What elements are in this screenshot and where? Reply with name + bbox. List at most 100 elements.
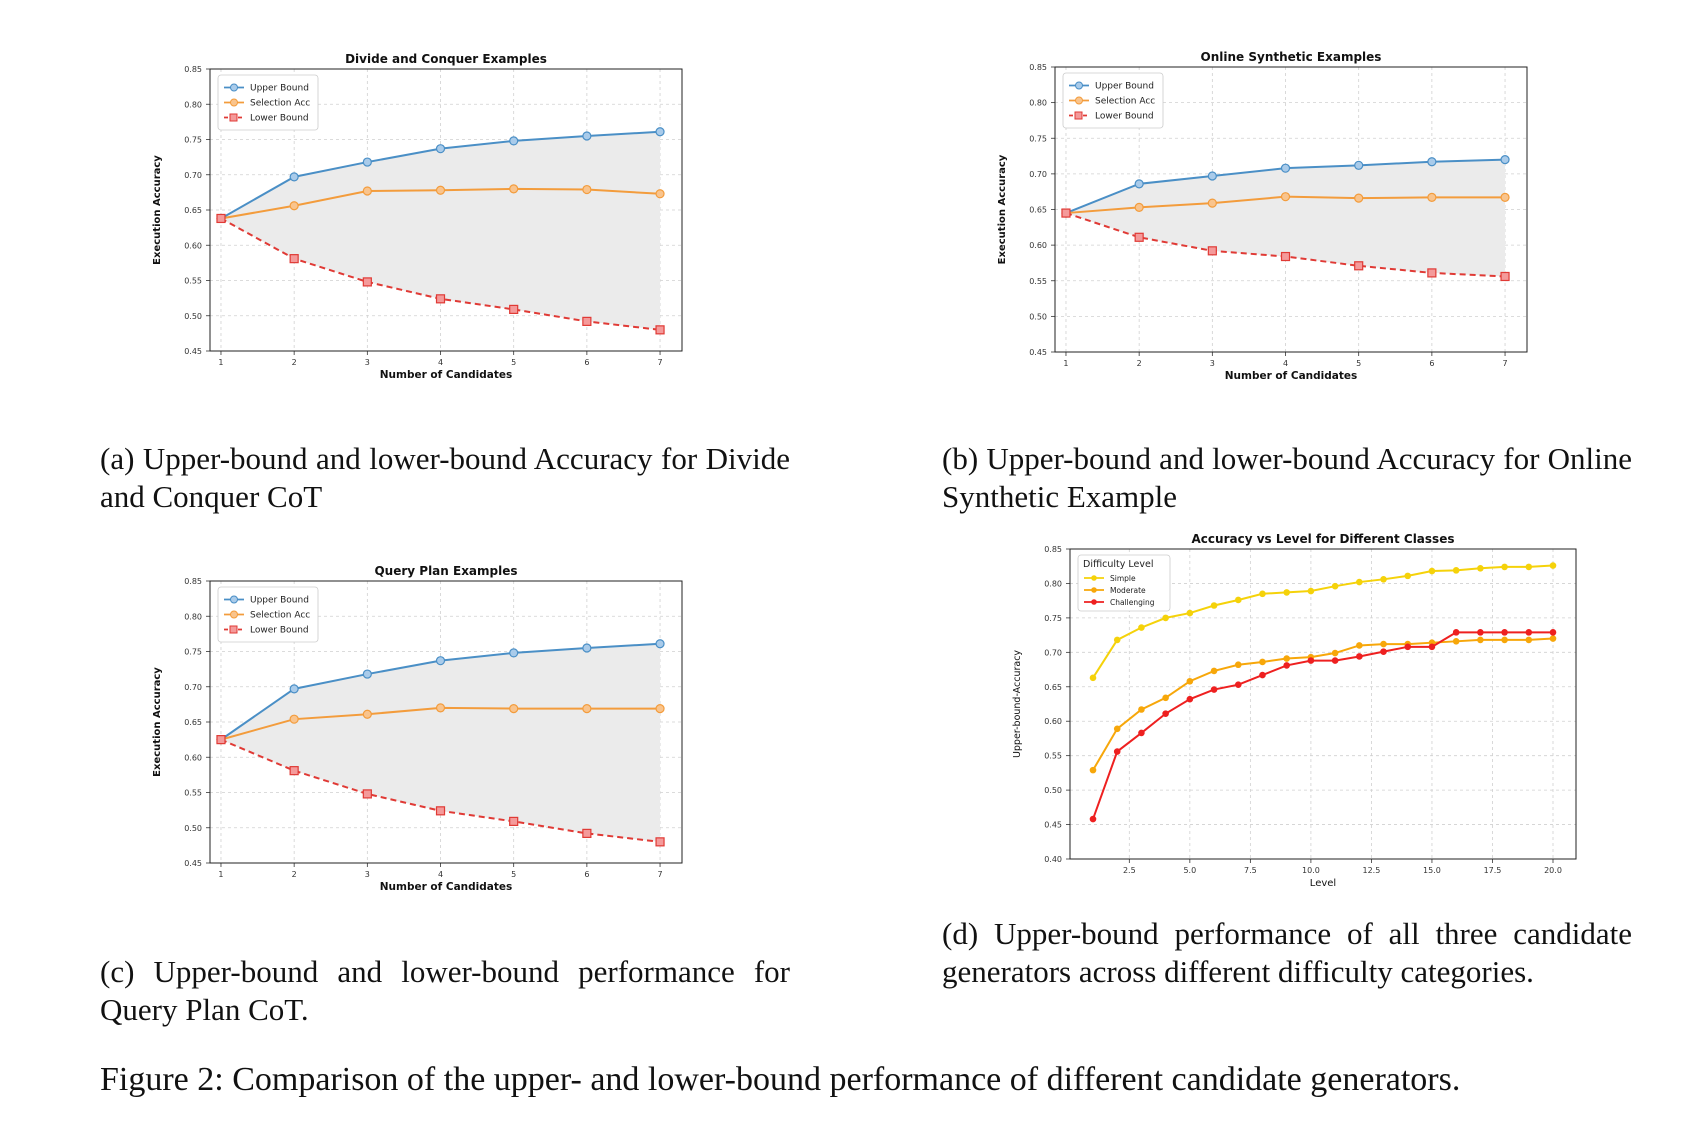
chart-d-legend-title: Difficulty Level	[1083, 559, 1153, 570]
chart-d-legend-label-moderate: Moderate	[1110, 586, 1146, 595]
chart-d-y-tick-label: 0.40	[1044, 855, 1062, 864]
chart-c-legend-label-selection-acc: Selection Acc	[250, 611, 310, 621]
chart-c-x-tick-label: 6	[584, 870, 589, 879]
chart-a-y-tick-label: 0.45	[184, 347, 202, 356]
chart-a-legend-marker-upper-bound	[230, 83, 238, 92]
chart-b-point-lower-bound	[1061, 208, 1071, 218]
chart-d-point-challenging	[1549, 629, 1557, 636]
chart-d-point-moderate	[1380, 640, 1387, 648]
chart-b-x-tick-label: 4	[1283, 359, 1288, 368]
chart-d-point-simple	[1501, 563, 1508, 571]
chart-b-point-selection-acc	[1354, 193, 1364, 203]
chart-c-title: Query Plan Examples	[374, 564, 517, 578]
chart-d-point-challenging	[1380, 648, 1387, 655]
chart-a-x-tick-label: 6	[584, 358, 589, 367]
chart-a-point-lower-bound	[362, 277, 372, 287]
chart-d-point-simple	[1452, 567, 1460, 574]
chart-d-x-tick-label: 12.5	[1363, 866, 1381, 875]
chart-a-axes-frame	[209, 68, 683, 352]
chart-c-x-tick-label: 5	[511, 870, 516, 879]
chart-a-point-lower-bound	[289, 254, 299, 264]
chart-b-axes-frame	[1054, 66, 1528, 353]
chart-c-point-upper-bound	[362, 669, 372, 679]
chart-b-legend-label-selection-acc: Selection Acc	[1095, 97, 1155, 107]
chart-b-point-lower-bound	[1280, 251, 1291, 262]
chart-b-point-upper-bound	[1134, 179, 1144, 189]
chart-b-point-upper-bound	[1500, 155, 1510, 165]
chart-b-x-tick-label: 6	[1429, 359, 1434, 368]
chart-a-point-selection-acc	[362, 186, 372, 196]
chart-d-point-moderate	[1210, 667, 1218, 675]
chart-d-y-tick-label: 0.50	[1044, 786, 1062, 795]
chart-d-point-challenging	[1404, 643, 1412, 651]
chart-b-point-upper-bound	[1280, 163, 1291, 173]
chart-a-title: Divide and Conquer Examples	[345, 52, 547, 66]
chart-d-point-simple	[1089, 674, 1097, 682]
chart-b-title: Online Synthetic Examples	[1201, 50, 1382, 64]
chart-d-point-simple	[1549, 562, 1557, 569]
caption-d: (d) Upper-bound performance of all three…	[942, 916, 1632, 989]
chart-d-point-simple	[1331, 582, 1339, 590]
chart-b-x-tick-label: 1	[1063, 359, 1068, 368]
chart-d-y-tick-label: 0.80	[1044, 579, 1062, 588]
chart-b-y-tick-label: 0.80	[1029, 99, 1047, 108]
chart-a-point-upper-bound	[435, 144, 446, 154]
chart-b-y-tick-label: 0.50	[1029, 312, 1047, 321]
chart-d-y-tick-label: 0.70	[1044, 648, 1062, 657]
chart-b-point-lower-bound	[1134, 232, 1144, 242]
chart-c-point-upper-bound	[289, 684, 299, 694]
chart-d-point-simple	[1525, 563, 1533, 571]
chart-a: 0.45 0.50 0.55 0.60 0.65 0.70 0.75 0.80 0.85 1 2 3 4…	[125, 45, 765, 415]
chart-d-point-simple	[1138, 624, 1145, 631]
chart-b-point-lower-bound	[1500, 271, 1510, 282]
chart-d-legend-marker-challenging	[1091, 599, 1097, 605]
chart-c-y-label: Execution Accuracy	[152, 667, 163, 777]
chart-a-svg: 0.45 0.50 0.55 0.60 0.65 0.70 0.75 0.80 0.85 1 2 3 4…	[152, 52, 683, 381]
chart-c-y-tick-label: 0.65	[184, 718, 202, 727]
chart-d-point-challenging	[1452, 629, 1460, 636]
caption-c: (c) Upper-bound and lower-bound performa…	[100, 954, 790, 1027]
chart-b-legend-label-lower-bound: Lower Bound	[1095, 112, 1154, 122]
chart-a-point-lower-bound	[582, 316, 592, 326]
chart-d-point-moderate	[1501, 636, 1508, 644]
chart-d-axes-frame	[1069, 548, 1577, 860]
chart-a-point-selection-acc	[435, 185, 446, 195]
chart-c-point-selection-acc	[435, 703, 446, 713]
chart-d-point-moderate	[1234, 661, 1242, 669]
chart-a-shaded-band	[220, 131, 661, 330]
chart-c-legend-marker-lower-bound	[229, 625, 238, 634]
chart-c-point-selection-acc	[289, 714, 299, 724]
chart-b-y-tick-label: 0.85	[1029, 63, 1047, 72]
chart-a-point-upper-bound	[582, 131, 592, 141]
chart-a-point-selection-acc	[655, 189, 665, 199]
chart-d-title: Accuracy vs Level for Different Classes	[1192, 532, 1455, 546]
chart-b: 0.45 0.50 0.55 0.60 0.65 0.70 0.75 0.80 0.85 1 2 3 4…	[970, 43, 1610, 413]
chart-c-point-selection-acc	[582, 704, 592, 714]
chart-c-legend-box	[217, 586, 319, 643]
chart-d-y-tick-label: 0.85	[1044, 545, 1062, 554]
chart-a-point-upper-bound	[289, 172, 299, 182]
chart-b-y-label: Execution Accuracy	[997, 154, 1008, 264]
chart-a-x-tick-label: 3	[365, 358, 370, 367]
chart-d-point-moderate	[1113, 725, 1121, 733]
chart-c-y-tick-label: 0.55	[184, 789, 202, 798]
chart-c-y-tick-label: 0.60	[184, 753, 202, 762]
chart-d-point-challenging	[1501, 629, 1508, 636]
chart-c-y-tick-label: 0.85	[184, 577, 202, 586]
chart-c-point-lower-bound	[289, 766, 299, 776]
chart-d-point-challenging	[1234, 681, 1242, 689]
chart-a-y-tick-label: 0.55	[184, 277, 202, 286]
chart-a-point-selection-acc	[289, 201, 299, 211]
chart-d-y-tick-label: 0.60	[1044, 717, 1062, 726]
chart-a-point-upper-bound	[509, 136, 519, 146]
chart-d-point-simple	[1477, 564, 1484, 572]
chart-b-x-tick-label: 3	[1210, 359, 1215, 368]
chart-d-point-simple	[1186, 609, 1194, 617]
chart-b-point-selection-acc	[1280, 192, 1291, 202]
chart-c-legend-marker-selection-acc	[230, 610, 238, 619]
chart-a-point-lower-bound	[655, 325, 665, 335]
chart-d-y-label: Upper-bound-Accuracy	[1012, 650, 1023, 758]
chart-a-point-lower-bound	[435, 294, 446, 304]
chart-d-x-tick-label: 2.5	[1123, 866, 1136, 875]
chart-d-point-simple	[1428, 567, 1436, 575]
